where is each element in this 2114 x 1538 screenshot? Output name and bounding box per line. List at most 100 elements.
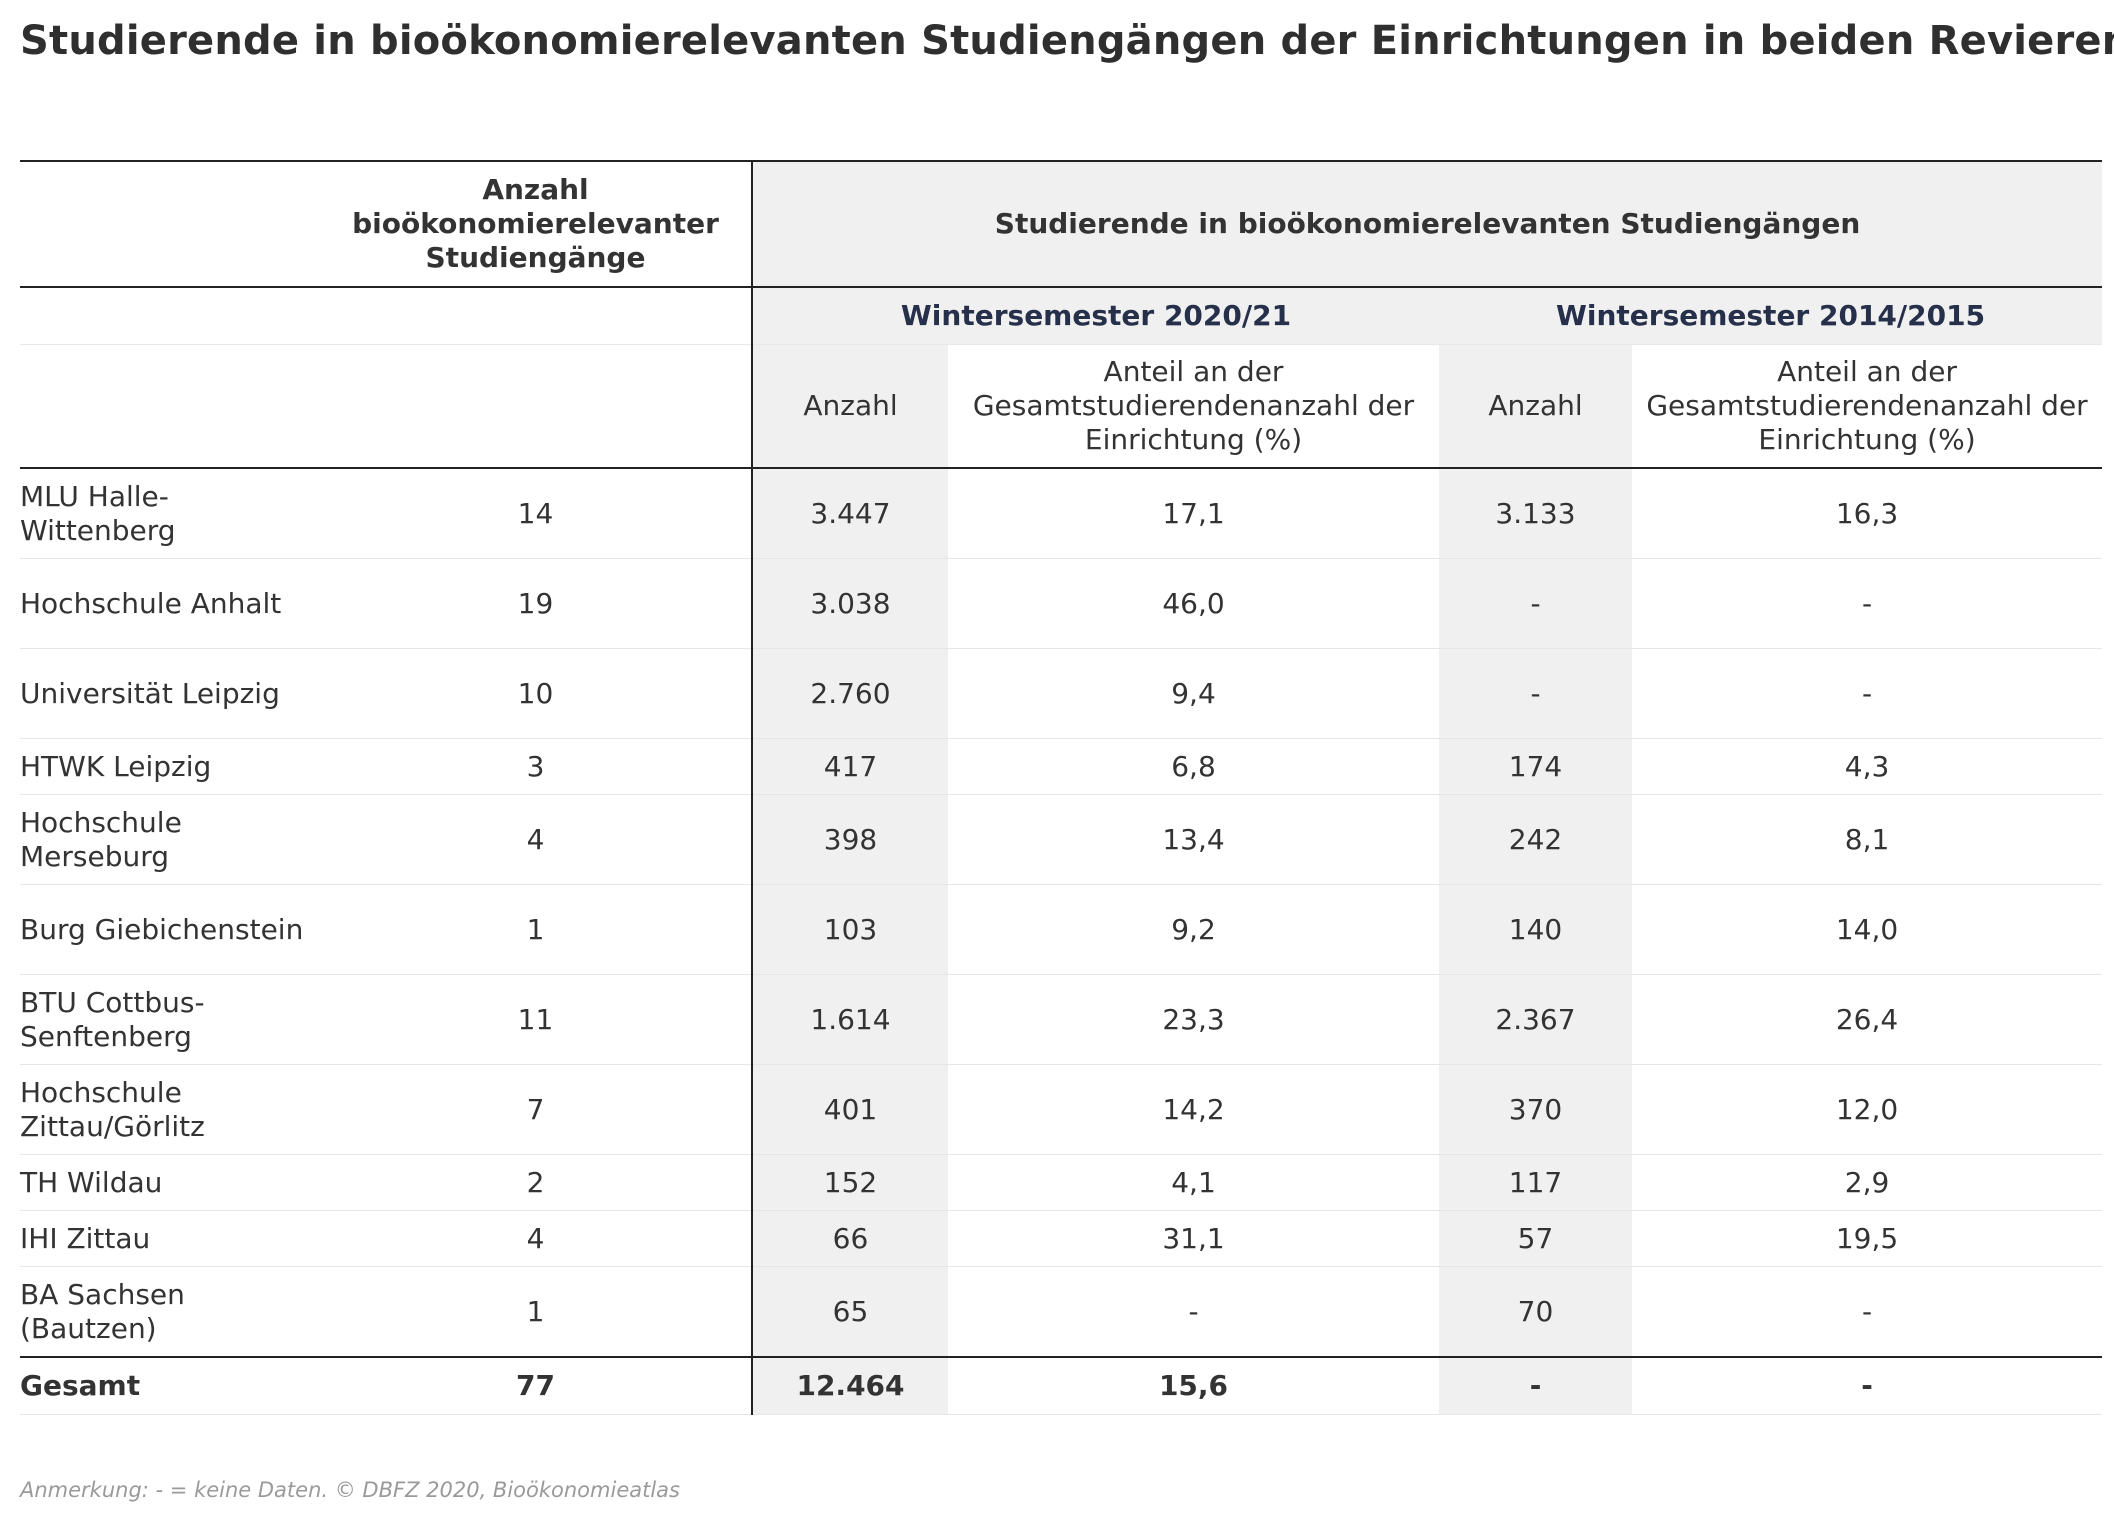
row-share-2020: - [948,1266,1439,1358]
row-programs: 4 [320,1210,752,1267]
table-row: Hochschule Zittau/Görlitz 7 401 14,2 370 12,0 [20,1064,2103,1155]
row-name: Hochschule Zittau/Görlitz [20,1064,320,1155]
row-share-2020: 31,1 [948,1210,1439,1267]
total-row: Gesamt 77 12.464 15,6- - [20,1356,2103,1415]
row-count-2014: 3.133 [1439,468,1632,559]
total-share-2014: - [1632,1356,2103,1415]
table-row: IHI Zittau 4 66 31,1 57 19,5 [20,1210,2103,1267]
row-share-2014: 12,0 [1632,1064,2103,1155]
total-share-2020: 15,6 [948,1356,1439,1415]
table-row: MLU Halle-Wittenberg 14 3.447 17,1 3.133 16,3 [20,468,2103,559]
header-blank [320,344,752,469]
row-share-2020: 9,4 [948,648,1439,739]
row-programs: 1 [320,884,752,975]
row-share-2014: 16,3 [1632,468,2103,559]
row-programs: 1 [320,1266,752,1358]
header-row-3: Anzahl Anteil an der Gesamtstudierendena… [20,344,2103,469]
row-programs: 4 [320,794,752,885]
row-share-2020: 9,2 [948,884,1439,975]
total-count-2020: 12.464 [751,1356,948,1415]
page-title: Studierende in bioökonomierelevanten Stu… [20,18,2114,64]
row-programs: 7 [320,1064,752,1155]
row-programs: 19 [320,558,752,649]
header-blank [320,286,752,345]
header-blank [20,344,320,469]
row-share-2014: - [1632,1266,2103,1358]
header-blank [20,286,320,345]
header-share-2020: Anteil an der Gesamtstudierendenanzahl d… [948,344,1439,469]
row-count-2020: 398 [751,794,948,885]
row-share-2014: 2,9 [1632,1154,2103,1211]
students-table: Anzahl bioökonomierelevanter Studiengäng… [20,160,2103,1415]
footnote: Anmerkung: - = keine Daten. © DBFZ 2020,… [20,1478,680,1502]
row-count-2014: 70 [1439,1266,1632,1358]
row-name: MLU Halle-Wittenberg [20,468,320,559]
row-name: Universität Leipzig [20,648,320,739]
row-share-2014: 19,5 [1632,1210,2103,1267]
row-programs: 14 [320,468,752,559]
row-name: Burg Giebichenstein [20,884,320,975]
header-count-2014: Anzahl [1439,344,1632,469]
row-name: TH Wildau [20,1154,320,1211]
header-semester-2020: Wintersemester 2020/21 [751,286,1439,345]
row-programs: 2 [320,1154,752,1211]
row-name: HTWK Leipzig [20,738,320,795]
total-count-2014: - [1439,1356,1632,1415]
header-share-2014: Anteil an der Gesamtstudierendenanzahl d… [1632,344,2103,469]
row-count-2014: - [1439,648,1632,739]
row-share-2020: 23,3 [948,974,1439,1065]
row-count-2020: 65 [751,1266,948,1358]
row-count-2020: 3.447 [751,468,948,559]
row-count-2020: 152 [751,1154,948,1211]
header-row-2: Wintersemester 2020/21 Wintersemester 20… [20,286,2103,345]
header-count-2020: Anzahl [751,344,948,469]
row-name: Hochschule Anhalt [20,558,320,649]
row-share-2014: 14,0 [1632,884,2103,975]
row-count-2020: 1.614 [751,974,948,1065]
row-count-2014: 242 [1439,794,1632,885]
header-program-count: Anzahl bioökonomierelevanter Studiengäng… [320,160,752,287]
row-count-2014: 370 [1439,1064,1632,1155]
table-row: BTU Cottbus-Senftenberg 11 1.614 23,3 2.367 2… [20,974,2103,1065]
row-count-2014: 140 [1439,884,1632,975]
header-semester-2014: Wintersemester 2014/2015 [1439,286,2103,345]
row-count-2020: 103 [751,884,948,975]
row-count-2014: 57 [1439,1210,1632,1267]
row-name: Hochschule Merseburg [20,794,320,885]
header-row-1: Anzahl bioökonomierelevanter Studiengäng… [20,160,2103,287]
row-count-2020: 401 [751,1064,948,1155]
row-count-2020: 3.038 [751,558,948,649]
total-name: Gesamt [20,1356,320,1415]
table-row: Hochschule Merseburg 4 398 13,4 242 8,1 [20,794,2103,885]
row-share-2014: 4,3 [1632,738,2103,795]
row-share-2020: 14,2 [948,1064,1439,1155]
row-share-2020: 6,8 [948,738,1439,795]
table-row: Universität Leipzig 10 2.760 9,4- - [20,648,2103,739]
row-share-2014: - [1632,558,2103,649]
row-programs: 3 [320,738,752,795]
total-programs: 77 [320,1356,752,1415]
row-share-2020: 4,1 [948,1154,1439,1211]
row-name: IHI Zittau [20,1210,320,1267]
row-share-2020: 46,0 [948,558,1439,649]
table-row: Hochschule Anhalt 19 3.038 46,0- - [20,558,2103,649]
row-share-2014: - [1632,648,2103,739]
table-row: HTWK Leipzig 3 417 6,8 174 4,3 [20,738,2103,795]
row-share-2020: 13,4 [948,794,1439,885]
row-share-2014: 26,4 [1632,974,2103,1065]
row-name: BA Sachsen (Bautzen) [20,1266,320,1358]
row-share-2020: 17,1 [948,468,1439,559]
row-count-2020: 417 [751,738,948,795]
row-count-2014: 2.367 [1439,974,1632,1065]
table-row: BA Sachsen (Bautzen) 1 65-70- [20,1266,2103,1358]
row-count-2014: - [1439,558,1632,649]
header-blank [20,160,320,287]
row-count-2020: 66 [751,1210,948,1267]
header-group: Studierende in bioökonomierelevanten Stu… [750,160,2103,287]
row-count-2020: 2.760 [751,648,948,739]
table-row: Burg Giebichenstein 1 103 9,2 140 14,0 [20,884,2103,975]
row-count-2014: 117 [1439,1154,1632,1211]
table-row: TH Wildau 2 152 4,1 117 2,9 [20,1154,2103,1211]
row-share-2014: 8,1 [1632,794,2103,885]
row-programs: 10 [320,648,752,739]
